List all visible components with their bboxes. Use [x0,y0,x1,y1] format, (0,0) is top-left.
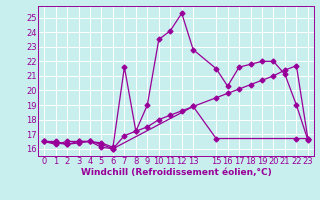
X-axis label: Windchill (Refroidissement éolien,°C): Windchill (Refroidissement éolien,°C) [81,168,271,177]
